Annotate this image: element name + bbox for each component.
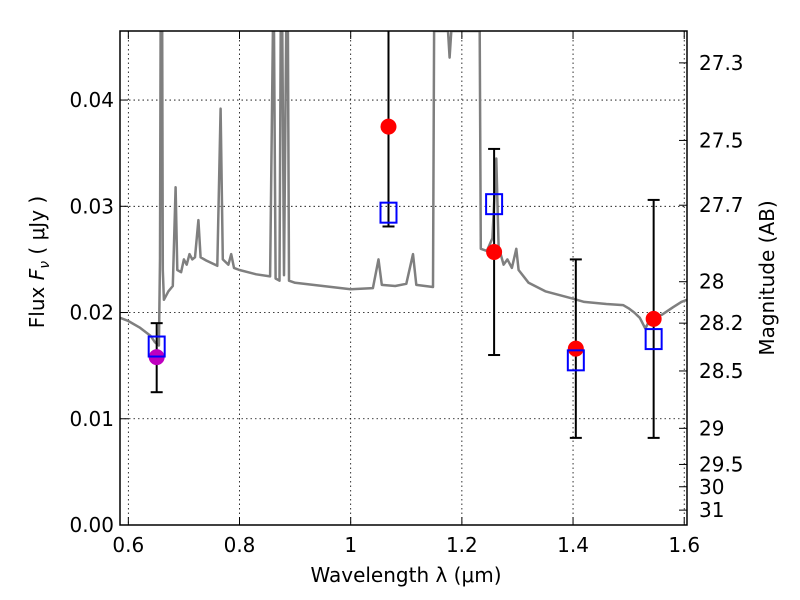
model-band-square bbox=[147, 335, 166, 358]
y-tick-label: 0.03 bbox=[69, 194, 114, 218]
y2-tick-label: 27.7 bbox=[699, 193, 744, 217]
y2-tick-label: 29.5 bbox=[699, 452, 744, 476]
x-tick-label: 0.6 bbox=[112, 533, 144, 557]
y-axis-title-flux: Flux bbox=[25, 286, 49, 328]
y2-tick-label: 29 bbox=[699, 416, 724, 440]
flux-marker bbox=[567, 340, 584, 357]
y2-tick-label: 27.5 bbox=[699, 128, 744, 152]
y2-tick-label: 28.2 bbox=[699, 311, 744, 335]
y-tick-label: 0.02 bbox=[69, 301, 114, 325]
y-axis-title: Flux Fν ( μJy ) bbox=[25, 196, 53, 328]
data-point bbox=[567, 258, 584, 439]
model-sed-layer bbox=[120, 31, 687, 347]
plot-frame bbox=[119, 30, 688, 526]
model-band-square bbox=[379, 201, 398, 224]
grid bbox=[120, 31, 687, 526]
flux-marker bbox=[645, 310, 662, 327]
y2-axis-title: Magnitude (AB) bbox=[755, 200, 779, 355]
y-axis: 0.00 0.01 0.02 0.03 0.04 bbox=[69, 88, 128, 537]
flux-marker bbox=[380, 118, 397, 135]
y-axis-title-unit: ( μJy ) bbox=[25, 196, 49, 255]
y-tick-label: 0.04 bbox=[69, 88, 114, 112]
model-band-square bbox=[485, 193, 504, 216]
x-tick-label: 1.4 bbox=[557, 533, 589, 557]
data-point bbox=[380, 31, 397, 228]
y2-tick-label: 31 bbox=[699, 498, 724, 522]
x-axis: 0.6 0.8 1 1.2 1.4 1.6 bbox=[112, 31, 700, 557]
y2-tick-label: 28 bbox=[699, 270, 724, 294]
model-sed-line bbox=[120, 31, 687, 347]
y-axis-title-symbol: F bbox=[25, 268, 49, 280]
y-tick-label: 0.01 bbox=[69, 407, 114, 431]
flux-marker bbox=[486, 243, 503, 260]
data-point bbox=[148, 322, 165, 394]
x-axis-title: Wavelength λ (μm) bbox=[310, 563, 501, 587]
x-tick-label: 1 bbox=[344, 533, 357, 557]
data-points-layer bbox=[147, 31, 663, 439]
x-tick-label: 1.6 bbox=[668, 533, 700, 557]
y2-tick-label: 28.5 bbox=[699, 359, 744, 383]
data-point bbox=[645, 198, 662, 439]
y2-tick-label: 30 bbox=[699, 475, 724, 499]
y-axis-title-subscript: ν bbox=[37, 261, 53, 269]
y-tick-label: 0.00 bbox=[69, 513, 114, 537]
x-tick-label: 0.8 bbox=[224, 533, 256, 557]
model-band-square bbox=[644, 328, 663, 351]
model-band-square bbox=[566, 349, 585, 372]
data-point bbox=[486, 147, 503, 357]
y2-tick-label: 27.3 bbox=[699, 51, 744, 75]
x-tick-label: 1.2 bbox=[446, 533, 478, 557]
